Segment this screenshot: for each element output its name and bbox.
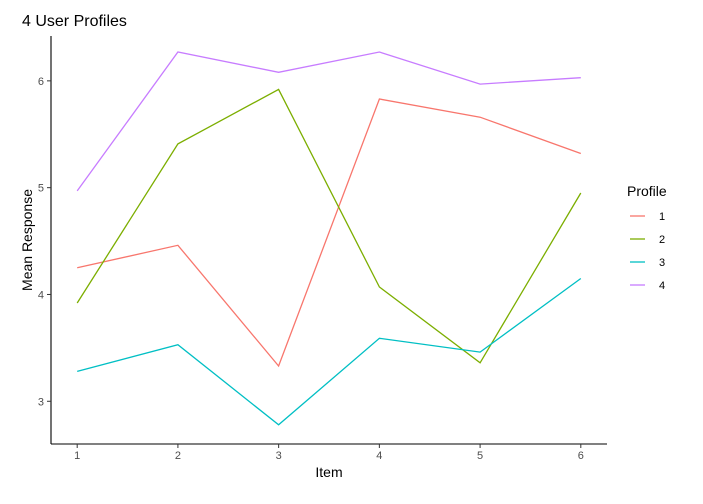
- y-tick-label: 6: [38, 76, 44, 88]
- legend: Profile 1 2 3 4: [627, 183, 667, 292]
- y-tick-label: 4: [38, 289, 44, 301]
- x-tick-label: 2: [175, 450, 181, 462]
- series-group: [76, 51, 582, 426]
- plot-area: 1 2 3 4 5 6 3 4 5 6: [38, 36, 607, 462]
- x-axis-title: Item: [315, 464, 342, 480]
- legend-label-3: 3: [659, 257, 665, 269]
- y-tick-label: 5: [38, 183, 44, 195]
- x-ticks: 1 2 3 4 5 6: [74, 444, 584, 462]
- legend-items: 1 2 3 4: [630, 211, 665, 292]
- x-tick-label: 6: [578, 450, 584, 462]
- x-tick-label: 5: [477, 450, 483, 462]
- chart-title: 4 User Profiles: [22, 13, 127, 30]
- series-line-3: [77, 277, 582, 426]
- legend-label-1: 1: [659, 211, 665, 223]
- legend-label-4: 4: [659, 280, 665, 292]
- y-ticks: 3 4 5 6: [38, 76, 51, 408]
- x-tick-label: 3: [276, 450, 282, 462]
- legend-label-2: 2: [659, 234, 665, 246]
- y-tick-label: 3: [38, 396, 44, 408]
- series-line-4: [76, 51, 581, 192]
- series-line-1: [77, 98, 582, 368]
- y-axis-title: Mean Response: [19, 189, 35, 291]
- legend-title: Profile: [627, 183, 667, 199]
- x-tick-label: 1: [74, 450, 80, 462]
- x-tick-label: 4: [376, 450, 382, 462]
- series-line-2: [76, 88, 582, 364]
